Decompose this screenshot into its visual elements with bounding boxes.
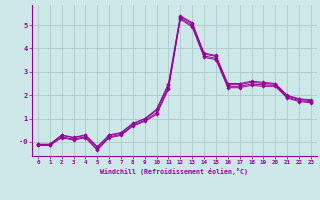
X-axis label: Windchill (Refroidissement éolien,°C): Windchill (Refroidissement éolien,°C) — [100, 168, 248, 175]
